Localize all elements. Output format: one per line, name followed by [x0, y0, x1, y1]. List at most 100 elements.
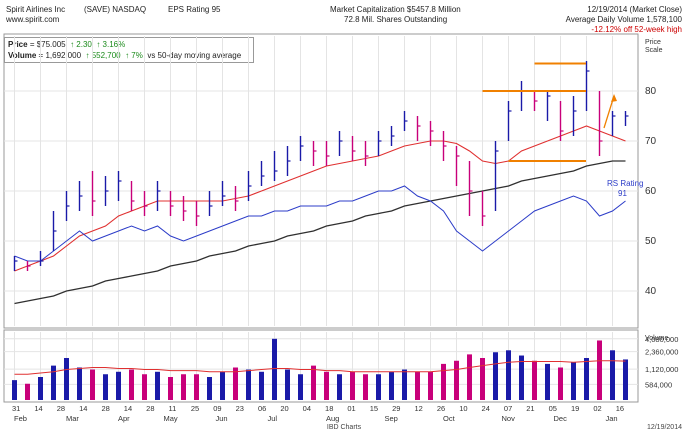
x-tick-label: 19 — [571, 404, 579, 413]
volume-bar — [181, 374, 186, 400]
volume-bar — [545, 363, 550, 400]
x-tick-label: 18 — [325, 404, 333, 413]
volume-bar — [298, 374, 303, 400]
x-tick-label: 20 — [280, 404, 288, 413]
volume-label: Volume — [8, 51, 37, 60]
volume-panel-frame — [3, 329, 639, 403]
sma50-line — [14, 125, 626, 272]
price-tick-label: 60 — [645, 186, 657, 197]
x-tick-label: 21 — [526, 404, 534, 413]
month-label: Dec — [554, 414, 568, 423]
volume-tick-label: 584,000 — [645, 380, 672, 389]
x-tick-label: 23 — [236, 404, 244, 413]
volume-bar — [402, 369, 407, 400]
volume-bar — [285, 369, 290, 400]
month-label: Jul — [268, 414, 278, 423]
month-label: Oct — [443, 414, 456, 423]
eps-rating: EPS Rating 95 — [168, 5, 221, 14]
month-label: Jun — [216, 414, 228, 423]
volume-bar — [207, 377, 212, 400]
off-52-week-high: -12.12% off 52-week high — [591, 25, 682, 34]
volume-bar — [116, 371, 121, 400]
volume-bar — [532, 360, 537, 400]
price-label: Price — [8, 40, 28, 49]
x-tick-label: 04 — [303, 404, 311, 413]
volume-bar — [25, 383, 30, 400]
volume-tick-label: 2,360,000 — [645, 348, 678, 357]
volume-bar — [324, 371, 329, 400]
rs-line — [14, 185, 626, 262]
volume-bar — [363, 374, 368, 400]
volume-bar — [571, 362, 576, 400]
price-value: = $75.005 — [29, 40, 66, 49]
volume-bar — [610, 350, 615, 400]
company-name: Spirit Airlines Inc — [6, 5, 66, 14]
x-tick-label: 14 — [124, 404, 132, 413]
market-cap: Market Capitalization $5457.8 Million — [330, 5, 461, 14]
trend-arrow — [603, 94, 617, 129]
volume-bar — [311, 365, 316, 400]
month-label: May — [164, 414, 178, 423]
x-tick-label: 07 — [504, 404, 512, 413]
volume-bar — [337, 374, 342, 400]
volume-bar — [77, 367, 82, 400]
price-tick-label: 70 — [645, 136, 657, 147]
sma200-line — [14, 160, 626, 305]
volume-bar — [246, 369, 251, 400]
x-tick-label: 24 — [482, 404, 490, 413]
volume-bar — [519, 355, 524, 400]
volume-bar — [389, 371, 394, 400]
volume-bar — [428, 371, 433, 400]
volume-bar — [558, 367, 563, 400]
company-website[interactable]: www.spirit.com — [6, 15, 60, 24]
month-label: Nov — [502, 414, 516, 423]
volume-line: Volume = 1,692,000 ↑ 552,700 ↑ 7% vs 50-… — [8, 51, 241, 60]
volume-bar — [64, 357, 69, 400]
month-label: Aug — [326, 414, 339, 423]
volume-bar — [90, 369, 95, 400]
price-pct-change: ↑ 3.16% — [96, 40, 126, 49]
x-tick-label: 31 — [12, 404, 20, 413]
volume-tick-label: 4,080,000 — [645, 335, 678, 344]
volume-bar — [454, 360, 459, 400]
volume-value: = 1,692,000 — [38, 51, 82, 60]
x-tick-label: 14 — [34, 404, 42, 413]
volume-bar — [38, 377, 43, 400]
x-tick-label: 11 — [169, 404, 177, 413]
x-tick-label: 06 — [258, 404, 266, 413]
volume-bar — [467, 354, 472, 400]
x-tick-label: 01 — [347, 404, 355, 413]
volume-bar — [51, 365, 56, 400]
volume-bar — [597, 340, 602, 400]
volume-bar — [233, 367, 238, 400]
x-tick-label: 28 — [146, 404, 154, 413]
rs-rating-label: RS Rating — [607, 179, 643, 188]
volume-bar — [142, 374, 147, 400]
footer-source: IBD Charts — [326, 424, 362, 431]
volume-tick-label: 1,120,000 — [645, 365, 678, 374]
footer-date: 12/19/2014 — [646, 424, 682, 431]
volume-axis-label: Volume — [645, 335, 668, 342]
volume-pct-change: ↑ 7% — [125, 51, 143, 60]
close-date: 12/19/2014 (Market Close) — [587, 5, 682, 14]
month-label: Feb — [14, 414, 27, 423]
volume-bar — [103, 374, 108, 400]
volume-change: ↑ 552,700 — [85, 51, 121, 60]
x-tick-label: 28 — [101, 404, 109, 413]
price-tick-label: 40 — [645, 286, 657, 297]
price-scale-label-2: Scale — [645, 47, 663, 54]
volume-bar — [272, 338, 277, 400]
volume-bar — [480, 357, 485, 400]
x-tick-label: 02 — [593, 404, 601, 413]
volume-bar — [415, 371, 420, 400]
volume-note: vs 50-day moving average — [147, 51, 242, 60]
volume-bar — [350, 371, 355, 400]
price-line: Price = $75.005 ↑ 2.30 ↑ 3.16% — [8, 40, 125, 49]
x-tick-label: 29 — [392, 404, 400, 413]
avg-daily-volume: Average Daily Volume 1,578,100 — [565, 15, 682, 24]
price-tick-label: 50 — [645, 236, 657, 247]
x-tick-label: 09 — [213, 404, 221, 413]
month-label: Mar — [66, 414, 79, 423]
month-label: Sep — [385, 414, 398, 423]
